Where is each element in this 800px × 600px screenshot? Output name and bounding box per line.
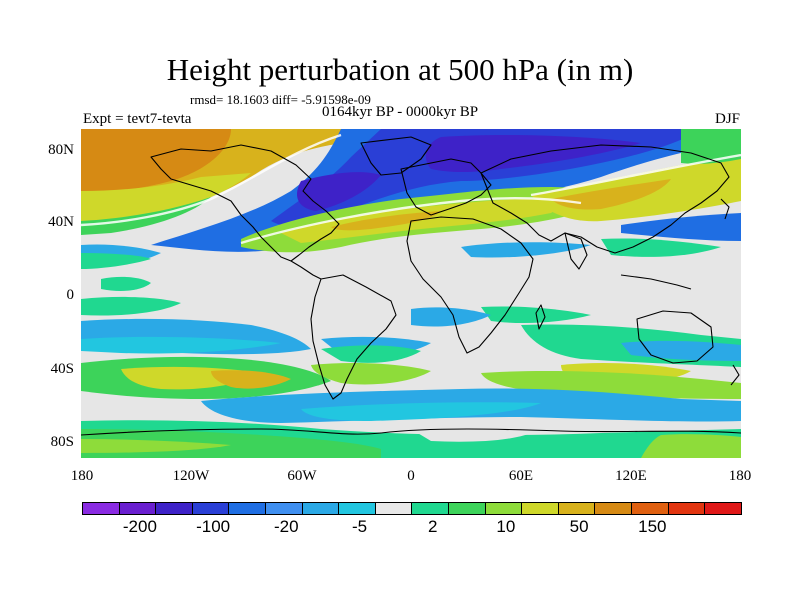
contour-antarctic-yellow — [81, 439, 231, 453]
colorbar-label: -20 — [274, 517, 299, 536]
x-tick-0: 0 — [407, 468, 415, 484]
colorbar-label: 2 — [427, 517, 438, 536]
x-tick-120w: 120W — [172, 468, 210, 484]
x-tick-180-right: 180 — [728, 468, 752, 484]
coast-new-zealand — [730, 364, 740, 386]
colorbar-box — [631, 502, 669, 515]
coast-asia — [480, 144, 730, 254]
colorbar-box — [155, 502, 193, 515]
colorbar-box — [704, 502, 742, 515]
colorbar-box — [557, 502, 596, 515]
coast-south-america — [310, 274, 397, 400]
y-tick-40s: 40S — [50, 361, 74, 377]
contour-nh-east-green — [681, 129, 741, 164]
colorbar-box — [374, 502, 413, 515]
contour-subtrop-ridge-orange — [331, 211, 441, 231]
colorbar-label: 50 — [569, 517, 589, 536]
colorbar-label: -100 — [196, 517, 231, 536]
colorbar-label: 150 — [638, 517, 667, 536]
coast-australia — [636, 310, 714, 364]
coastlines — [81, 136, 741, 436]
contour-sh-ridge-orange — [211, 370, 291, 389]
colorbar-box — [118, 502, 157, 515]
contour-map — [81, 129, 741, 458]
colorbar-box — [301, 502, 340, 515]
colorbar-box — [191, 502, 230, 515]
colorbar-box — [265, 502, 303, 515]
coast-africa — [406, 216, 534, 354]
colorbar-box — [82, 502, 120, 515]
colorbar-box — [667, 502, 706, 515]
x-tick-120e: 120E — [615, 468, 647, 484]
coast-antarctica — [81, 428, 741, 436]
contour-antarctic-neutral — [411, 428, 531, 442]
contour-tropic-green-asia — [601, 238, 721, 257]
contour-tropic-green-blob1 — [101, 276, 151, 291]
colorbar-label: -200 — [122, 517, 157, 536]
contour-nh-east-blue — [621, 213, 741, 241]
x-tick-60w: 60W — [287, 468, 317, 484]
x-tick-180-left: 180 — [70, 468, 94, 484]
contour-sh-cyan-band2 — [301, 402, 541, 421]
colorbar-box — [484, 502, 523, 515]
colorbar-box — [338, 502, 376, 515]
coast-north-america — [150, 144, 340, 262]
period-label: 0164kyr BP - 0000kyr BP — [322, 104, 479, 120]
y-tick-0: 0 — [66, 287, 75, 303]
y-tick-80n: 80N — [48, 142, 74, 158]
map-panel — [81, 129, 741, 458]
coast-europe — [400, 158, 492, 216]
contour-tropic-green-pacific — [81, 296, 181, 316]
contour-nh-orange-core — [81, 129, 231, 193]
coast-indonesia — [620, 274, 692, 290]
colorbar-box — [594, 502, 632, 515]
contour-tropic-green-west — [81, 253, 151, 269]
stats-line: rmsd= 18.1603 diff= -5.91598e-09 — [190, 92, 371, 107]
contour-nh-green-band — [81, 197, 211, 235]
contour-line-nh-white — [81, 133, 342, 227]
x-tick-60e: 60E — [508, 468, 534, 484]
contour-nh-yellow-west — [81, 173, 251, 225]
y-tick-40n: 40N — [48, 214, 74, 230]
contour-sh-green-south — [321, 345, 421, 363]
contour-nh-deepblue-core — [425, 135, 641, 172]
coast-madagascar — [535, 304, 546, 330]
coast-india — [564, 232, 588, 270]
colorbar-box — [411, 502, 449, 515]
contour-line-ridge — [240, 197, 582, 245]
coast-greenland — [360, 136, 432, 176]
y-tick-80s: 80S — [50, 434, 74, 450]
contour-sh-blue-east — [621, 340, 741, 361]
contour-tropic-blue-atlantic — [411, 307, 491, 327]
coast-japan — [720, 198, 730, 220]
contour-sh-cyan-band — [81, 336, 281, 354]
season-label: DJF — [714, 111, 740, 127]
colorbar-box — [521, 502, 559, 515]
colorbar-box — [448, 502, 486, 515]
experiment-label: Expt = tevt7-tevta — [83, 111, 192, 127]
contour-nh-blue-core-west — [296, 172, 381, 211]
contour-sh-green-atlantic — [311, 363, 431, 385]
contour-antarctic-yellow-east — [641, 434, 741, 458]
field-contours — [81, 129, 741, 458]
map-title: Height perturbation at 500 hPa (in m) — [166, 52, 634, 87]
colorbar-box — [228, 502, 266, 515]
colorbar-label: -5 — [351, 517, 368, 536]
colorbar-label: 10 — [496, 517, 516, 536]
coast-central-america — [290, 260, 322, 280]
